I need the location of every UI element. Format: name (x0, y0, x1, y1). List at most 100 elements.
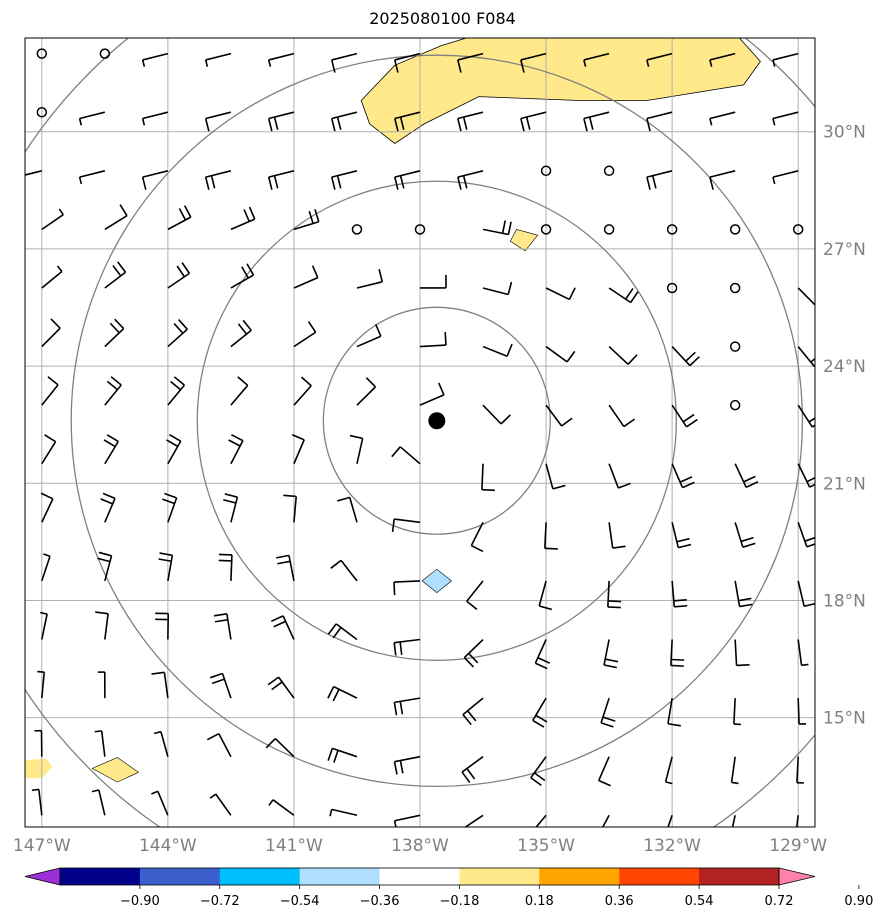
latitude-tick-label: 30°N (823, 123, 866, 143)
wind-barb (535, 814, 547, 827)
wind-barb (419, 274, 447, 289)
wind-barb (734, 522, 756, 548)
wind-barb (772, 52, 799, 67)
wind-barb (209, 793, 232, 816)
wind-barb (545, 463, 566, 490)
latitude-tick-labels: 30°N 27°N 24°N 21°N 18°N 15°N (823, 123, 866, 729)
wind-barb (795, 815, 799, 827)
wind-barb (151, 671, 169, 699)
wind-barb (267, 676, 295, 699)
colorbar-segment (299, 868, 381, 885)
wind-barb (796, 756, 804, 784)
wind-barb (462, 697, 484, 726)
wind-barb (608, 522, 626, 549)
colorbar-frame (59, 867, 780, 886)
wind-barb (337, 496, 358, 523)
shaded-region-3 (25, 758, 53, 779)
colorbar-tick-label: 0.72 (765, 894, 794, 909)
wind-barb (608, 463, 631, 489)
wind-barb (671, 522, 692, 549)
wind-barb (646, 111, 673, 132)
wind-barb (162, 492, 178, 523)
range-ring-2 (196, 180, 677, 661)
wind-barb (545, 404, 573, 427)
wind-barb (419, 332, 447, 348)
wind-barb (797, 698, 807, 725)
wind-barb (330, 559, 358, 582)
contour-line-small-2 (91, 757, 140, 783)
wind-barb (78, 111, 106, 126)
wind-barb (41, 434, 57, 465)
wind-barb (457, 170, 484, 190)
wind-barb (470, 521, 484, 553)
wind-barb (734, 639, 750, 667)
wind-barb (393, 814, 421, 827)
wind-barb (230, 319, 252, 348)
wind-barb (293, 320, 317, 348)
wind-barb (356, 323, 382, 348)
wind-barb (671, 463, 695, 489)
wind-barb (530, 756, 547, 787)
wind-barb (103, 434, 119, 465)
calm-wind-marker (729, 282, 741, 294)
wind-barb (667, 697, 681, 727)
wind-barb (457, 52, 484, 73)
calm-wind-marker (666, 224, 678, 235)
colorbar-tick-label: −0.72 (200, 894, 240, 909)
wind-barb (664, 756, 673, 785)
wind-barb (394, 52, 421, 73)
wind-barb (461, 756, 484, 784)
wind-barb (600, 697, 616, 728)
colorbar-tick-label: 0.18 (525, 894, 554, 909)
calm-wind-marker (729, 341, 741, 352)
wind-barb (797, 404, 815, 428)
wind-barb (218, 553, 233, 581)
longitude-tick-label: 132°W (643, 836, 701, 856)
graticule (25, 38, 815, 827)
calm-wind-marker (99, 48, 111, 59)
wind-barb (734, 463, 759, 489)
colorbar-segment (539, 868, 620, 885)
map-frame (24, 37, 816, 828)
wind-barb (204, 170, 232, 190)
wind-barb (40, 611, 48, 640)
colorbar-extend-high (778, 867, 816, 886)
wind-barb (601, 814, 610, 827)
colorbar-segment (459, 868, 540, 885)
wind-barb (327, 623, 358, 641)
wind-barb (733, 698, 741, 726)
wind-barb (94, 730, 106, 757)
range-ring-1 (322, 306, 551, 535)
wind-barb (276, 554, 295, 582)
wind-barb (482, 404, 511, 425)
shaded-region-1 (361, 38, 761, 144)
wind-barb (671, 404, 698, 428)
wind-barb (327, 685, 358, 702)
wind-barb (520, 52, 547, 73)
wind-barb (797, 580, 815, 608)
wind-barb (608, 404, 636, 428)
storm-center-marker (428, 412, 446, 430)
wind-barb (545, 345, 576, 363)
wind-barb (709, 170, 736, 190)
wind-barb (230, 263, 255, 289)
latitude-tick-label: 27°N (823, 240, 866, 260)
wind-barb (419, 382, 445, 406)
wind-barb (228, 433, 244, 465)
colorbar-tick-label: −0.54 (280, 894, 320, 909)
wind-barb (603, 639, 619, 669)
wind-barb (209, 672, 232, 699)
wind-barb (268, 799, 295, 816)
longitude-tick-label: 147°W (13, 836, 71, 856)
wind-barb (534, 639, 551, 670)
shaded-region-5 (422, 569, 452, 593)
wind-barb (797, 346, 815, 368)
wind-barb (41, 318, 61, 348)
wind-barb (734, 580, 753, 608)
wind-barb (34, 729, 43, 757)
wind-barb (731, 815, 736, 827)
wind-barb (482, 281, 513, 296)
calm-wind-marker (792, 224, 804, 235)
wind-barb (153, 730, 169, 757)
wind-barb (356, 268, 384, 289)
